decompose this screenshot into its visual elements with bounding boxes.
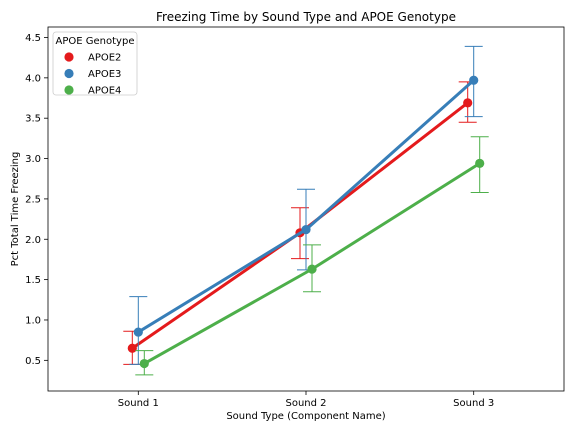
y-tick-label: 3.0 <box>25 154 41 165</box>
y-tick-label: 0.5 <box>25 356 41 367</box>
series-layer <box>123 46 488 374</box>
x-axis-label: Sound Type (Component Name) <box>226 411 385 422</box>
x-tick-label: Sound 1 <box>118 398 159 409</box>
x-axis: Sound 1 Sound 2 Sound 3 <box>118 391 494 409</box>
legend-marker <box>64 52 73 61</box>
legend-marker <box>64 85 73 94</box>
y-tick-label: 1.0 <box>25 315 41 326</box>
y-tick-label: 3.5 <box>25 114 41 125</box>
legend-marker <box>64 69 73 78</box>
y-tick-label: 1.5 <box>25 275 41 286</box>
data-point <box>140 359 149 368</box>
data-point <box>307 265 316 274</box>
data-point <box>463 98 472 107</box>
data-point <box>134 327 143 336</box>
x-tick-label: Sound 3 <box>453 398 494 409</box>
y-axis-label: Pct Total Time Freezing <box>10 152 21 267</box>
legend-label: APOE4 <box>88 86 121 97</box>
data-point <box>128 344 137 353</box>
legend-title: APOE Genotype <box>56 36 135 47</box>
y-tick-label: 4.5 <box>25 33 41 44</box>
y-tick-label: 2.5 <box>25 194 41 205</box>
legend-label: APOE2 <box>88 53 121 64</box>
data-point <box>301 225 310 234</box>
x-tick-label: Sound 2 <box>285 398 326 409</box>
y-tick-label: 2.0 <box>25 235 41 246</box>
data-point <box>469 76 478 85</box>
chart-title: Freezing Time by Sound Type and APOE Gen… <box>156 10 456 24</box>
legend-label: APOE3 <box>88 69 121 80</box>
legend: APOE Genotype APOE2 APOE3 APOE4 <box>53 32 137 97</box>
y-tick-label: 4.0 <box>25 73 41 84</box>
y-axis: 0.5 1.0 1.5 2.0 2.5 3.0 3.5 4.0 4.5 <box>25 33 48 367</box>
series-apoe3 <box>129 46 482 364</box>
series-apoe4 <box>135 137 488 375</box>
data-point <box>475 159 484 168</box>
